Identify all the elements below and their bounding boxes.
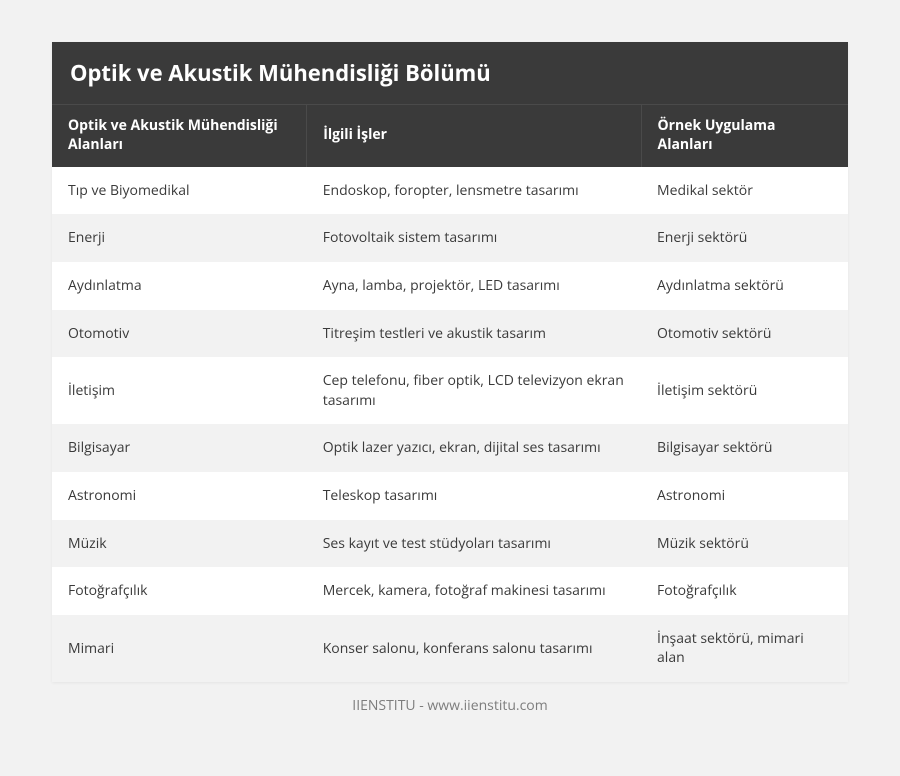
cell-area: İletişim [52, 357, 307, 424]
cell-job: Endoskop, foropter, lensmetre tasarımı [307, 167, 641, 215]
cell-area: Fotoğrafçılık [52, 567, 307, 615]
table-header-row: Optik ve Akustik Mühendisliği Alanları İ… [52, 105, 848, 167]
cell-job: Titreşim testleri ve akustik tasarım [307, 310, 641, 358]
cell-area: Bilgisayar [52, 424, 307, 472]
cell-app: İnşaat sektörü, mimari alan [641, 615, 848, 682]
cell-job: Ayna, lamba, projektör, LED tasarımı [307, 262, 641, 310]
cell-job: Cep telefonu, fiber optik, LCD televizyo… [307, 357, 641, 424]
cell-job: Ses kayıt ve test stüdyoları tasarımı [307, 520, 641, 568]
cell-job: Optik lazer yazıcı, ekran, dijital ses t… [307, 424, 641, 472]
cell-app: Otomotiv sektörü [641, 310, 848, 358]
cell-app: Medikal sektör [641, 167, 848, 215]
column-header-apps: Örnek Uygulama Alanları [641, 105, 848, 167]
table-row: Müzik Ses kayıt ve test stüdyoları tasar… [52, 520, 848, 568]
cell-area: Astronomi [52, 472, 307, 520]
cell-app: İletişim sektörü [641, 357, 848, 424]
table-row: Astronomi Teleskop tasarımı Astronomi [52, 472, 848, 520]
table-row: Otomotiv Titreşim testleri ve akustik ta… [52, 310, 848, 358]
table-row: Fotoğrafçılık Mercek, kamera, fotoğraf m… [52, 567, 848, 615]
column-header-jobs: İlgili İşler [307, 105, 641, 167]
table-row: Tıp ve Biyomedikal Endoskop, foropter, l… [52, 167, 848, 215]
cell-app: Bilgisayar sektörü [641, 424, 848, 472]
table-row: İletişim Cep telefonu, fiber optik, LCD … [52, 357, 848, 424]
table-row: Enerji Fotovoltaik sistem tasarımı Enerj… [52, 214, 848, 262]
cell-area: Müzik [52, 520, 307, 568]
cell-app: Fotoğrafçılık [641, 567, 848, 615]
cell-app: Aydınlatma sektörü [641, 262, 848, 310]
cell-job: Konser salonu, konferans salonu tasarımı [307, 615, 641, 682]
cell-job: Mercek, kamera, fotoğraf makinesi tasarı… [307, 567, 641, 615]
column-header-areas: Optik ve Akustik Mühendisliği Alanları [52, 105, 307, 167]
table-row: Mimari Konser salonu, konferans salonu t… [52, 615, 848, 682]
table-row: Bilgisayar Optik lazer yazıcı, ekran, di… [52, 424, 848, 472]
cell-area: Enerji [52, 214, 307, 262]
cell-area: Otomotiv [52, 310, 307, 358]
cell-area: Mimari [52, 615, 307, 682]
cell-app: Müzik sektörü [641, 520, 848, 568]
table-body: Tıp ve Biyomedikal Endoskop, foropter, l… [52, 167, 848, 682]
cell-app: Astronomi [641, 472, 848, 520]
cell-app: Enerji sektörü [641, 214, 848, 262]
cell-area: Tıp ve Biyomedikal [52, 167, 307, 215]
cell-job: Teleskop tasarımı [307, 472, 641, 520]
table-row: Aydınlatma Ayna, lamba, projektör, LED t… [52, 262, 848, 310]
cell-job: Fotovoltaik sistem tasarımı [307, 214, 641, 262]
data-table: Optik ve Akustik Mühendisliği Alanları İ… [52, 104, 848, 682]
table-card: Optik ve Akustik Mühendisliği Bölümü Opt… [52, 42, 848, 682]
footer-attribution: IIENSTITU - www.iienstitu.com [52, 682, 848, 715]
table-title: Optik ve Akustik Mühendisliği Bölümü [52, 42, 848, 104]
cell-area: Aydınlatma [52, 262, 307, 310]
